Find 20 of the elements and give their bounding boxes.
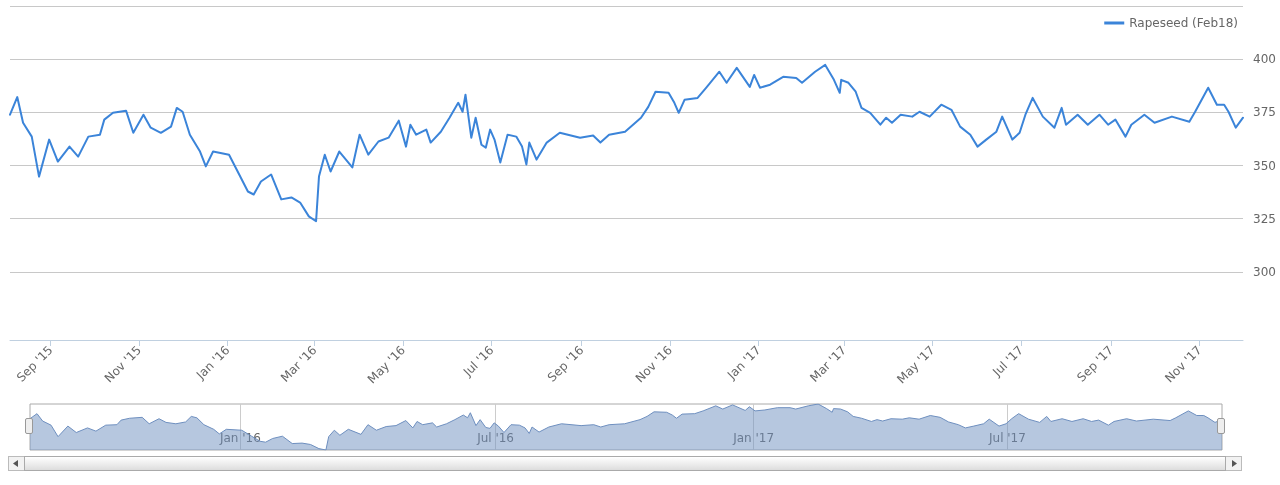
y-tick-label: 350	[1253, 158, 1276, 173]
x-tick-label: Sep '17	[1074, 343, 1116, 385]
y-tick-label: 325	[1253, 211, 1276, 226]
y-tick-label: 375	[1253, 105, 1276, 120]
x-tick-label: Jan '16	[193, 343, 233, 383]
x-tick-label: Jul '16	[459, 343, 497, 380]
x-tick-label: Mar '17	[807, 343, 850, 385]
y-tick-label: 400	[1253, 52, 1276, 67]
x-tick-label: Sep '16	[544, 343, 587, 385]
x-tick-label: Sep '15	[13, 343, 56, 385]
legend-label: Rapeseed (Feb18)	[1129, 16, 1239, 30]
x-tick-label: Jul '17	[989, 343, 1027, 380]
x-tick-label: Jul '16	[476, 431, 515, 445]
y-tick-label: 300	[1253, 264, 1276, 279]
x-tick-label: Jan '16	[218, 431, 261, 445]
x-tick-label: Jan '17	[723, 343, 764, 383]
x-tick-label: Jan '17	[732, 431, 775, 445]
x-tick-label: Mar '16	[277, 343, 320, 385]
x-tick-label: Jul '17	[988, 431, 1026, 445]
line-series	[9, 63, 1244, 223]
